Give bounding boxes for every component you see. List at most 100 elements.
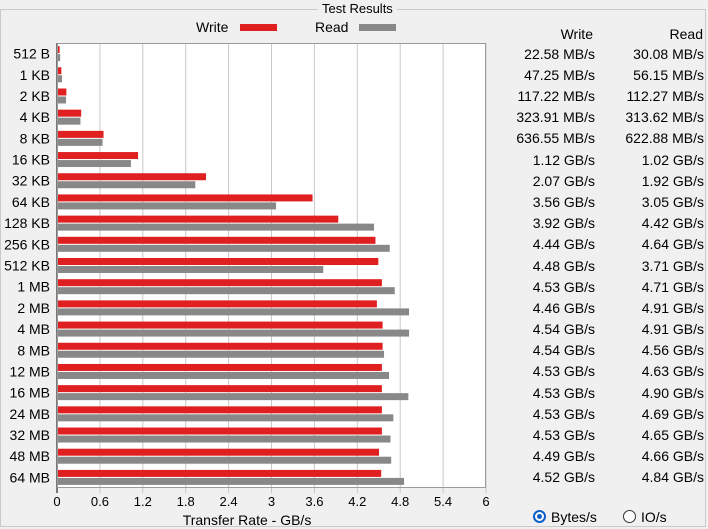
write-rate-value: 3.56 GB/s [532, 193, 595, 210]
read-bar [58, 287, 395, 295]
result-row: 47.25 MB/s 56.15 MB/s [490, 65, 708, 86]
category-label: 1 KB [20, 67, 50, 83]
x-tick-label: 6 [482, 494, 489, 509]
read-rate-value: 30.08 MB/s [633, 45, 704, 62]
write-rate-value: 22.58 MB/s [524, 45, 595, 62]
result-row: 1.12 GB/s 1.02 GB/s [490, 150, 708, 171]
category-label: 8 KB [20, 130, 50, 146]
category-label: 4 MB [17, 321, 50, 337]
write-bar [58, 406, 382, 414]
result-row: 3.56 GB/s 3.05 GB/s [490, 192, 708, 213]
write-rate-value: 4.49 GB/s [532, 448, 595, 465]
write-bar [58, 67, 62, 75]
read-rate-value: 1.02 GB/s [641, 151, 704, 168]
read-bar [58, 96, 67, 104]
x-tick-label: 1.8 [177, 494, 195, 509]
result-row: 636.55 MB/s 622.88 MB/s [490, 128, 708, 149]
write-bar [58, 152, 139, 160]
x-tick-label: 2.4 [220, 494, 238, 509]
legend-read-swatch [359, 24, 396, 31]
read-bar [58, 456, 392, 464]
write-rate-value: 636.55 MB/s [516, 130, 595, 147]
category-label: 16 KB [12, 152, 50, 168]
x-tick-label: 4.2 [348, 494, 366, 509]
result-row: 4.46 GB/s 4.91 GB/s [490, 298, 708, 319]
write-bar [58, 469, 382, 477]
read-bar [58, 181, 196, 189]
result-row: 4.44 GB/s 4.64 GB/s [490, 234, 708, 255]
x-tick-label: 0.6 [91, 494, 109, 509]
write-bar [58, 46, 60, 54]
write-bar [58, 300, 377, 308]
category-label: 16 MB [10, 385, 50, 401]
write-rate-value: 47.25 MB/s [524, 66, 595, 83]
result-row: 4.53 GB/s 4.65 GB/s [490, 425, 708, 446]
read-rate-value: 4.66 GB/s [641, 448, 704, 465]
result-row: 4.48 GB/s 3.71 GB/s [490, 256, 708, 277]
write-rate-value: 4.53 GB/s [532, 363, 595, 380]
read-rate-value: 4.91 GB/s [641, 321, 704, 338]
read-bar [58, 414, 394, 422]
category-label: 24 MB [10, 406, 50, 422]
write-bar [58, 194, 313, 202]
transfer-rate-chart: 512 B 1 KB 2 KB 4 KB 8 KB 16 KB 32 KB 64 KB 128 … [4, 43, 490, 528]
write-bar [58, 173, 207, 181]
write-rate-value: 4.53 GB/s [532, 278, 595, 295]
read-rate-value: 56.15 MB/s [633, 66, 704, 83]
bars [58, 46, 410, 485]
category-label: 32 MB [10, 427, 50, 443]
legend-read-label: Read [315, 19, 349, 35]
write-rate-value: 4.44 GB/s [532, 236, 595, 253]
write-bar [58, 258, 379, 265]
category-label: 32 KB [12, 173, 50, 189]
category-labels: 512 B 1 KB 2 KB 4 KB 8 KB 16 KB 32 KB 64 KB 128 … [4, 46, 50, 486]
category-label: 128 KB [4, 215, 50, 231]
read-bar [58, 266, 324, 273]
write-bar [58, 427, 382, 435]
read-rate-value: 1.92 GB/s [641, 172, 704, 189]
result-row: 4.53 GB/s 4.63 GB/s [490, 361, 708, 382]
write-column-header: Write [560, 26, 593, 42]
write-rate-value: 2.07 GB/s [532, 172, 595, 189]
read-rate-value: 4.91 GB/s [641, 299, 704, 316]
write-bar [58, 236, 376, 244]
write-rate-value: 4.53 GB/s [532, 427, 595, 444]
read-rate-value: 622.88 MB/s [625, 130, 704, 147]
category-label: 4 KB [20, 109, 50, 125]
x-axis-label: Transfer Rate - GB/s [183, 512, 312, 528]
x-tick-label: 4.8 [391, 494, 409, 509]
read-rate-value: 4.65 GB/s [641, 427, 704, 444]
result-row: 323.91 MB/s 313.62 MB/s [490, 107, 708, 128]
read-bar [58, 393, 409, 401]
write-rate-value: 4.48 GB/s [532, 257, 595, 274]
read-bar [58, 138, 103, 146]
radio-selected-icon [533, 510, 546, 523]
read-rate-value: 3.71 GB/s [641, 257, 704, 274]
read-bar [58, 202, 277, 210]
read-bar [58, 160, 131, 168]
x-tick-label: 0 [53, 494, 60, 509]
category-label: 2 MB [17, 300, 50, 316]
group-title: Test Results [318, 1, 397, 17]
write-rate-value: 1.12 GB/s [532, 151, 595, 168]
result-row: 4.49 GB/s 4.66 GB/s [490, 446, 708, 467]
write-bar [58, 88, 67, 96]
result-row: 4.54 GB/s 4.56 GB/s [490, 340, 708, 361]
read-column-header: Read [669, 26, 703, 42]
read-bar [58, 117, 81, 125]
read-rate-value: 4.90 GB/s [641, 384, 704, 401]
legend-write-swatch [240, 24, 277, 31]
result-row: 4.53 GB/s 4.69 GB/s [490, 404, 708, 425]
category-label: 512 B [13, 46, 50, 62]
read-rate-value: 112.27 MB/s [626, 87, 704, 104]
read-bar [58, 244, 390, 252]
x-tick-labels: 0 0.6 1.2 1.8 2.4 3 3.6 4.2 4.8 5.4 6 [53, 494, 489, 509]
write-bar [58, 385, 382, 393]
write-bar [58, 215, 339, 223]
write-rate-value: 4.54 GB/s [532, 342, 595, 359]
read-bar [58, 308, 410, 316]
write-rate-value: 4.54 GB/s [532, 321, 595, 338]
x-tick-label: 5.4 [434, 494, 452, 509]
write-rate-value: 4.53 GB/s [532, 384, 595, 401]
read-rate-value: 4.71 GB/s [641, 278, 704, 295]
